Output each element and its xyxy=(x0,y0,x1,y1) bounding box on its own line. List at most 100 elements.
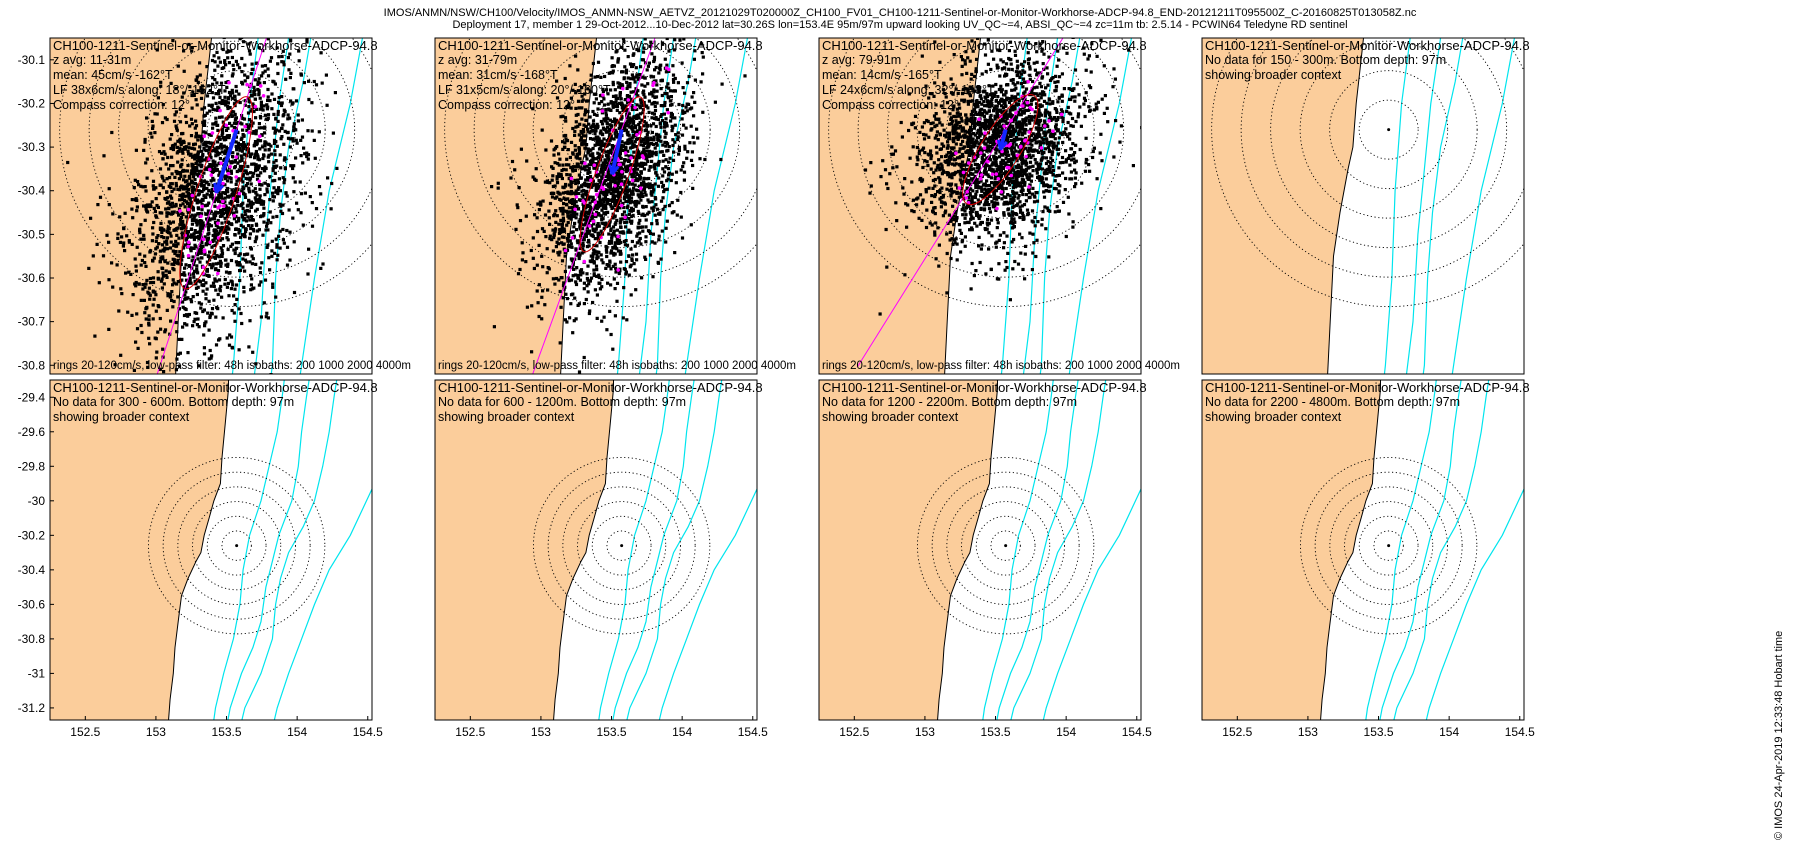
velocity-point xyxy=(182,49,186,53)
velocity-point xyxy=(604,248,608,252)
velocity-point xyxy=(255,198,260,202)
velocity-point xyxy=(681,111,685,115)
velocity-point xyxy=(222,66,226,70)
velocity-point xyxy=(279,137,283,141)
velocity-point xyxy=(650,130,654,135)
velocity-point xyxy=(234,144,238,148)
velocity-point xyxy=(675,213,679,217)
velocity-point xyxy=(560,259,565,263)
velocity-point xyxy=(595,122,599,126)
velocity-point xyxy=(247,99,251,103)
velocity-point xyxy=(315,21,318,24)
velocity-point xyxy=(152,297,156,301)
velocity-point xyxy=(196,183,200,187)
velocity-point xyxy=(241,257,245,261)
velocity-point xyxy=(620,70,624,74)
velocity-point xyxy=(596,60,601,64)
velocity-point xyxy=(558,289,562,294)
velocity-point xyxy=(616,133,620,137)
velocity-point xyxy=(609,251,613,255)
velocity-point xyxy=(606,281,610,285)
velocity-point xyxy=(633,167,637,171)
velocity-point xyxy=(621,316,625,320)
velocity-point xyxy=(272,126,277,130)
velocity-point xyxy=(667,49,671,53)
velocity-point xyxy=(618,82,622,86)
velocity-point xyxy=(240,28,243,31)
velocity-point xyxy=(245,182,250,186)
lowpass-point xyxy=(232,214,237,218)
velocity-point xyxy=(254,132,258,136)
velocity-point xyxy=(599,253,603,257)
velocity-point xyxy=(590,217,594,221)
velocity-point xyxy=(973,117,977,121)
velocity-point xyxy=(586,216,590,220)
velocity-point xyxy=(218,193,222,197)
velocity-point xyxy=(217,190,221,194)
velocity-point xyxy=(1060,132,1064,137)
velocity-point xyxy=(213,243,217,248)
velocity-point xyxy=(253,78,257,82)
lowpass-point xyxy=(258,134,262,138)
velocity-point xyxy=(229,244,233,248)
velocity-point xyxy=(161,143,165,147)
velocity-point xyxy=(676,81,680,85)
velocity-point xyxy=(629,90,633,94)
velocity-point xyxy=(530,350,534,354)
velocity-point xyxy=(263,193,267,197)
velocity-point xyxy=(234,89,239,93)
velocity-point xyxy=(647,152,651,156)
speed-ring xyxy=(503,38,741,249)
velocity-point xyxy=(242,117,247,121)
velocity-point xyxy=(155,236,159,240)
velocity-point xyxy=(655,173,659,177)
velocity-point xyxy=(270,249,274,253)
velocity-point xyxy=(226,264,230,268)
velocity-point xyxy=(1036,220,1040,224)
velocity-point xyxy=(983,120,987,124)
velocity-point xyxy=(153,336,157,340)
lowpass-point xyxy=(186,244,190,249)
velocity-point xyxy=(237,194,241,198)
velocity-point xyxy=(168,202,172,207)
velocity-point xyxy=(682,170,687,174)
velocity-point xyxy=(295,141,299,145)
velocity-point xyxy=(628,116,632,120)
velocity-point xyxy=(582,238,586,242)
velocity-point xyxy=(243,195,248,199)
velocity-point xyxy=(639,101,643,105)
velocity-point xyxy=(181,300,185,304)
velocity-point xyxy=(226,190,230,194)
velocity-point xyxy=(538,200,542,204)
velocity-point xyxy=(202,184,206,188)
velocity-point xyxy=(165,247,169,251)
velocity-point xyxy=(619,219,623,223)
velocity-point xyxy=(569,179,573,183)
velocity-point xyxy=(940,166,944,170)
velocity-point xyxy=(187,152,191,156)
velocity-point xyxy=(225,285,229,289)
velocity-point xyxy=(580,214,584,218)
velocity-point xyxy=(614,94,618,98)
lowpass-point xyxy=(582,201,587,205)
velocity-point xyxy=(681,10,684,13)
velocity-point xyxy=(601,217,605,221)
velocity-point xyxy=(603,206,607,210)
velocity-point xyxy=(299,211,303,215)
velocity-point xyxy=(581,271,585,275)
velocity-point xyxy=(255,235,259,239)
velocity-point xyxy=(133,282,137,286)
lowpass-point xyxy=(219,161,223,165)
velocity-point xyxy=(175,253,179,257)
velocity-point xyxy=(599,129,603,133)
velocity-point xyxy=(195,235,199,239)
velocity-point xyxy=(245,148,249,152)
velocity-point xyxy=(237,92,241,96)
velocity-point xyxy=(632,126,636,130)
velocity-point xyxy=(581,193,585,197)
velocity-point xyxy=(206,222,210,226)
velocity-point xyxy=(170,133,174,137)
velocity-point xyxy=(185,286,189,290)
velocity-point xyxy=(116,232,120,236)
velocity-point xyxy=(199,306,203,310)
